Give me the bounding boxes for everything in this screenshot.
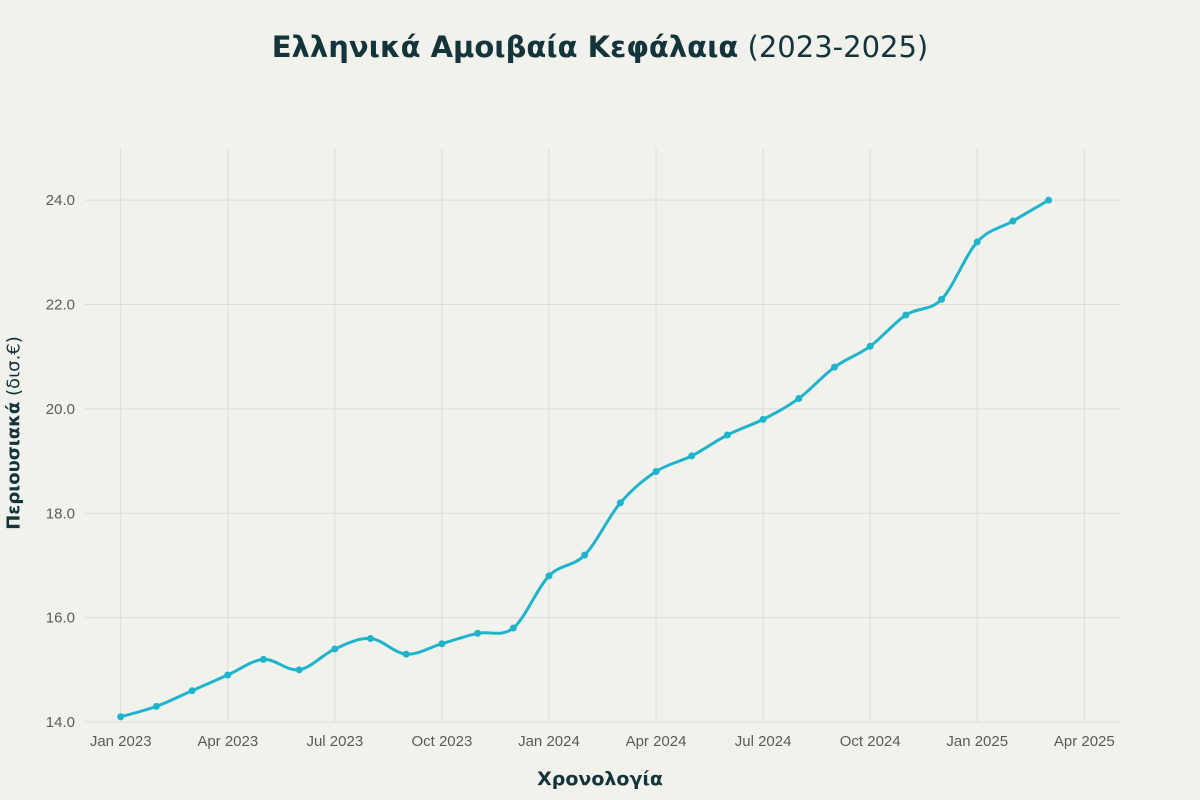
series-line xyxy=(119,198,1051,719)
x-tick-label: Apr 2025 xyxy=(1054,733,1115,750)
x-tick-label: Jul 2024 xyxy=(735,733,792,750)
x-tick-label: Apr 2023 xyxy=(197,733,258,750)
x-tick-label: Jan 2023 xyxy=(90,733,152,750)
data-point xyxy=(259,655,267,663)
y-axis-label-suffix: (δισ.€) xyxy=(3,336,25,396)
data-point xyxy=(723,431,731,439)
y-tick-label: 20.0 xyxy=(46,401,75,418)
y-tick-label: 14.0 xyxy=(46,714,75,731)
data-point xyxy=(224,671,232,679)
data-point xyxy=(1045,196,1053,204)
y-tick-label: 24.0 xyxy=(46,192,75,209)
data-point xyxy=(474,629,482,637)
y-axis-ticks: 14.0 16.0 18.0 20.0 22.0 24.0 xyxy=(46,192,75,731)
y-axis-label: Περιουσιακά (δισ.€) xyxy=(4,336,25,530)
x-axis-label: Χρονολογία xyxy=(537,768,663,790)
data-point xyxy=(438,640,446,648)
x-tick-label: Jul 2023 xyxy=(306,733,363,750)
y-tick-label: 22.0 xyxy=(46,297,75,314)
chart-title-suffix: (2023-2025) xyxy=(747,30,929,64)
data-point xyxy=(581,551,589,559)
data-point xyxy=(973,238,981,246)
data-point xyxy=(367,635,375,643)
x-tick-label: Oct 2024 xyxy=(840,733,901,750)
data-point xyxy=(117,713,125,721)
data-point xyxy=(545,572,553,580)
data-point xyxy=(1009,217,1017,225)
data-point xyxy=(509,624,517,632)
data-point xyxy=(402,650,410,658)
data-point xyxy=(866,342,874,350)
data-point xyxy=(688,452,696,460)
y-tick-label: 18.0 xyxy=(46,505,75,522)
data-point xyxy=(759,415,767,423)
x-tick-label: Jan 2025 xyxy=(946,733,1008,750)
y-tick-label: 16.0 xyxy=(46,610,75,627)
data-point xyxy=(295,666,303,674)
data-points xyxy=(117,196,1053,721)
data-point xyxy=(331,645,339,653)
x-tick-label: Oct 2023 xyxy=(411,733,472,750)
data-point xyxy=(795,394,803,402)
grid-lines xyxy=(85,148,1120,723)
data-point xyxy=(652,468,660,476)
data-point xyxy=(938,295,946,303)
y-axis-label-main: Περιουσιακά xyxy=(3,401,25,530)
chart-title-main: Ελληνικά Αμοιβαία Κεφάλαια xyxy=(271,30,739,64)
x-tick-label: Apr 2024 xyxy=(626,733,687,750)
chart-title: Ελληνικά Αμοιβαία Κεφάλαια (2023-2025) xyxy=(0,30,1200,64)
data-point xyxy=(152,702,160,710)
data-point xyxy=(902,311,910,319)
x-axis-ticks: Jan 2023 Apr 2023 Jul 2023 Oct 2023 Jan 2024… xyxy=(90,733,1115,750)
data-point xyxy=(616,499,624,507)
data-point xyxy=(830,363,838,371)
data-point xyxy=(188,687,196,695)
x-tick-label: Jan 2024 xyxy=(518,733,580,750)
